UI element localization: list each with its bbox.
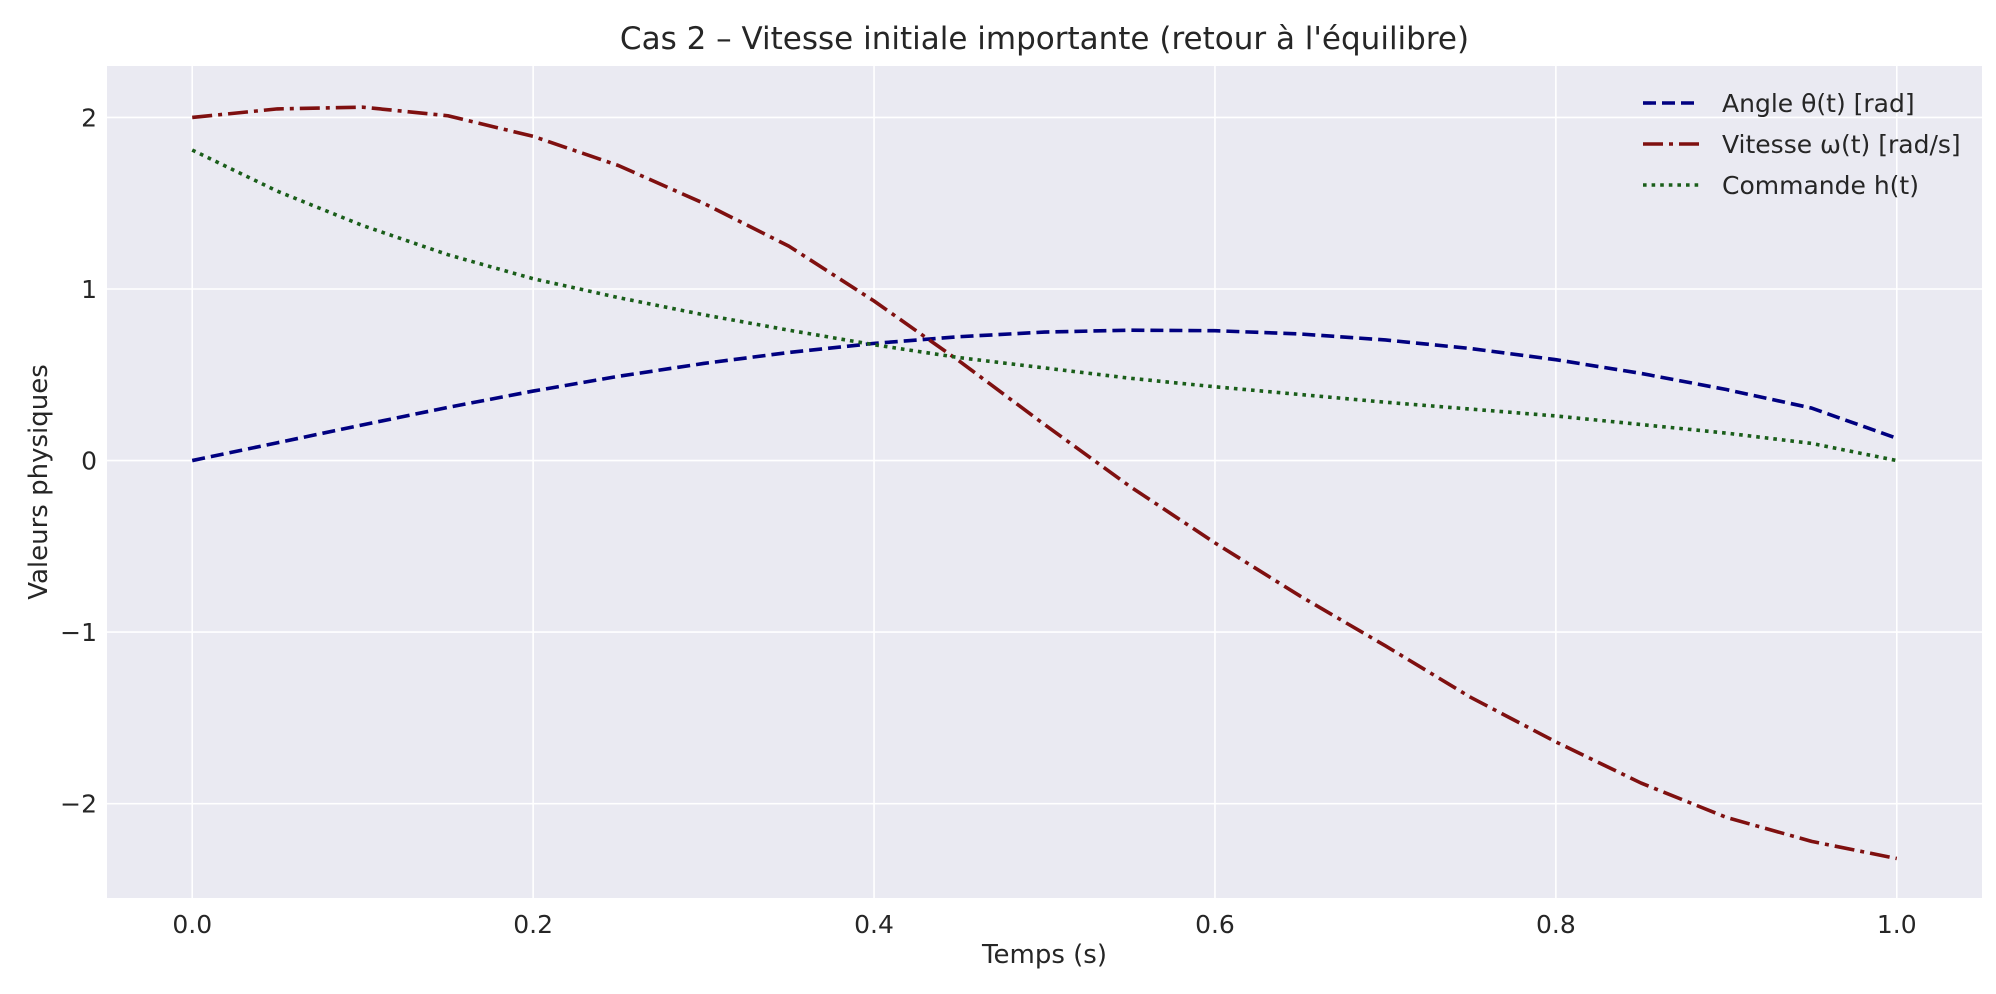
plot-area <box>107 66 1982 898</box>
x-axis-ticks: 0.0 0.2 0.4 0.6 0.8 1.0 <box>172 910 1916 939</box>
series-line-1 <box>191 328 1898 463</box>
legend: Angle θ(t) [rad] Vitesse ω(t) [rad/s] Comm… <box>1643 89 1961 200</box>
grid <box>107 66 1982 898</box>
legend-label-2: Vitesse ω(t) [rad/s] <box>1722 130 1961 159</box>
y-axis-ticks: −2 −1 0 1 2 <box>60 103 97 818</box>
legend-label-3: Commande h(t) <box>1722 171 1919 200</box>
legend-label-1: Angle θ(t) [rad] <box>1722 89 1915 118</box>
y-tick-label: 0 <box>81 447 97 476</box>
series-line-3 <box>191 148 1898 463</box>
y-axis-label: Valeurs physiques <box>24 364 54 600</box>
y-tick-label: 1 <box>81 275 97 304</box>
x-tick-label: 1.0 <box>1877 910 1917 939</box>
y-tick-label: −2 <box>60 790 97 819</box>
x-axis-label: Temps (s) <box>981 940 1107 970</box>
series-line-2 <box>192 105 1898 861</box>
x-tick-label: 0.0 <box>172 910 212 939</box>
y-tick-label: −1 <box>60 618 97 647</box>
x-tick-label: 0.8 <box>1536 910 1576 939</box>
chart-title: Cas 2 – Vitesse initiale importante (ret… <box>620 21 1469 57</box>
series-lines <box>191 105 1898 861</box>
x-tick-label: 0.2 <box>513 910 553 939</box>
x-tick-label: 0.4 <box>854 910 894 939</box>
x-tick-label: 0.6 <box>1195 910 1235 939</box>
y-tick-label: 2 <box>81 103 97 132</box>
